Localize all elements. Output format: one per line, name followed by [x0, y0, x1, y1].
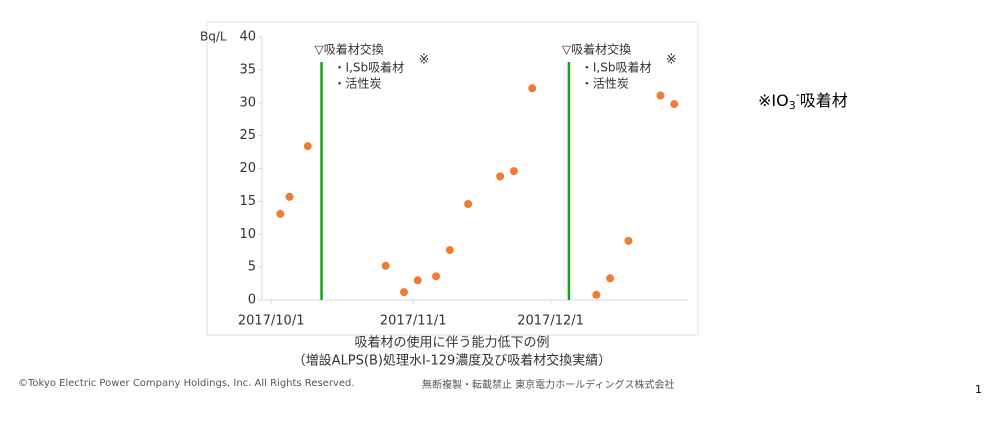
annotation-title: ▽吸着材交換 — [315, 42, 384, 57]
point — [400, 288, 408, 297]
point — [656, 91, 665, 100]
annotation-mark: ※ — [419, 53, 430, 68]
y-tick-label: 40 — [239, 30, 256, 45]
y-tick-label: 0 — [248, 293, 256, 308]
annotation-item: ・活性炭 — [581, 77, 629, 91]
note-sup: - — [796, 88, 800, 101]
point — [606, 274, 615, 283]
caption: 吸着材の使用に伴う能力低下の例 — [354, 335, 549, 351]
y-unit: Bq/L — [200, 30, 227, 44]
note-sub: 3 — [789, 99, 796, 112]
chart-frame — [206, 21, 699, 336]
point — [592, 290, 601, 299]
y-tick-label: 5 — [248, 260, 256, 275]
notice: 無断複製・転載禁止 東京電力ホールディングス株式会社 — [422, 378, 674, 391]
annotation-item: ・活性炭 — [334, 77, 382, 91]
point — [509, 167, 518, 176]
y-tick-label: 10 — [239, 227, 256, 242]
point — [624, 236, 633, 245]
y-tick-label: 20 — [239, 161, 256, 176]
x-tick-label: 2017/11/1 — [380, 314, 447, 329]
point — [285, 192, 294, 201]
caption: （増設ALPS(B)処理水I-129濃度及び吸着材交換実績） — [293, 353, 612, 369]
x-tick-label: 2017/10/1 — [238, 314, 305, 329]
note-text: ※IO — [758, 91, 789, 110]
y-tick-label: 35 — [239, 62, 256, 77]
annotation-item: ・I,Sb吸着材 — [334, 60, 405, 75]
point — [381, 261, 390, 270]
point — [445, 246, 454, 255]
point — [528, 84, 537, 93]
point — [670, 100, 679, 109]
note-text: 吸着材 — [800, 91, 848, 110]
annotation-item: ・I,Sb吸着材 — [581, 60, 652, 75]
point — [432, 272, 441, 281]
copyright: ©Tokyo Electric Power Company Holdings, … — [18, 378, 355, 389]
x-tick-label: 2017/12/1 — [517, 314, 584, 329]
annotation-mark: ※ — [666, 53, 677, 68]
y-tick-label: 30 — [239, 95, 256, 110]
point — [496, 172, 505, 181]
point — [303, 142, 312, 151]
point — [464, 200, 473, 209]
page-number: 1 — [975, 383, 982, 396]
y-tick-label: 15 — [239, 194, 256, 209]
annotation-title: ▽吸着材交換 — [562, 42, 631, 57]
note: ※IO3-吸着材 — [758, 88, 848, 112]
point — [413, 276, 422, 285]
y-tick-label: 25 — [239, 128, 256, 143]
point — [276, 209, 285, 218]
